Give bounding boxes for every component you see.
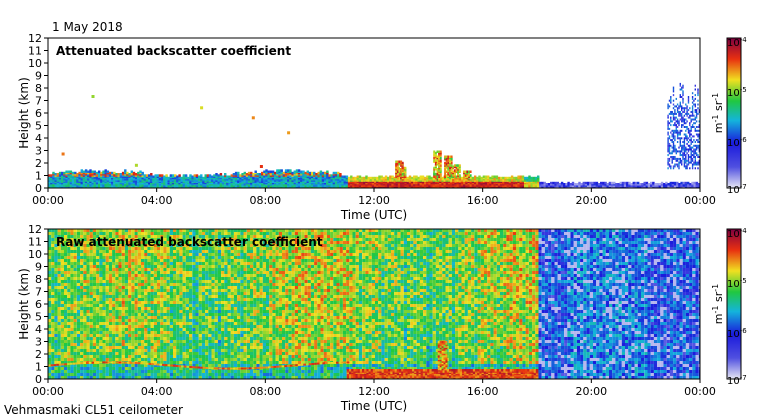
colorbar-tick: 10-5 bbox=[727, 86, 747, 99]
y-tick: 10 bbox=[28, 57, 48, 70]
colorbar: 10-4 10-5 10-6 10-7 m-1 sr-1 bbox=[711, 36, 747, 196]
x-tick: 04:00 bbox=[141, 188, 173, 207]
y-tick: 6 bbox=[35, 298, 48, 311]
y-tick: 7 bbox=[35, 95, 48, 108]
y-tick: 1 bbox=[35, 361, 48, 374]
svg-text:00:00: 00:00 bbox=[684, 194, 716, 207]
plot-area bbox=[48, 38, 700, 188]
svg-text:16:00: 16:00 bbox=[467, 194, 499, 207]
colorbar-gradient bbox=[726, 37, 742, 189]
svg-text:3: 3 bbox=[35, 145, 42, 158]
x-axis: 00:00 04:00 08:00 12:00 16:00 20:00 00:00 bbox=[32, 188, 716, 207]
x-axis-label: Time (UTC) bbox=[340, 399, 407, 413]
svg-text:5: 5 bbox=[35, 120, 42, 133]
x-tick: 00:00 bbox=[32, 379, 64, 398]
svg-text:2: 2 bbox=[35, 157, 42, 170]
colorbar: 10-4 10-5 10-6 10-7 m-1 sr-1 bbox=[711, 227, 747, 387]
y-tick: 1 bbox=[35, 170, 48, 183]
y-tick: 4 bbox=[35, 323, 48, 336]
x-tick: 00:00 bbox=[32, 188, 64, 207]
figure-date: 1 May 2018 bbox=[52, 20, 123, 34]
y-tick: 11 bbox=[28, 236, 48, 249]
y-tick: 5 bbox=[35, 120, 48, 133]
svg-text:4: 4 bbox=[35, 132, 42, 145]
panel-raw-attenuated-backscatter: Raw attenuated backscatter coefficient 0… bbox=[17, 223, 716, 413]
x-tick: 12:00 bbox=[358, 379, 390, 398]
y-axis-label: Height (km) bbox=[17, 77, 31, 148]
colorbar-tick: 10-7 bbox=[727, 183, 747, 196]
y-tick: 9 bbox=[35, 70, 48, 83]
instrument-caption: Vehmasmaki CL51 ceilometer bbox=[4, 403, 183, 417]
svg-text:0: 0 bbox=[35, 182, 42, 195]
y-tick: 12 bbox=[28, 32, 48, 45]
x-tick: 08:00 bbox=[249, 188, 281, 207]
y-tick: 3 bbox=[35, 145, 48, 158]
x-tick: 00:00 bbox=[684, 379, 716, 398]
svg-text:11: 11 bbox=[28, 45, 42, 58]
x-tick: 12:00 bbox=[358, 188, 390, 207]
y-tick: 5 bbox=[35, 311, 48, 324]
svg-text:8: 8 bbox=[35, 82, 42, 95]
x-tick: 08:00 bbox=[249, 379, 281, 398]
y-tick: 3 bbox=[35, 336, 48, 349]
svg-text:1: 1 bbox=[35, 170, 42, 183]
svg-text:12:00: 12:00 bbox=[358, 194, 390, 207]
svg-text:00:00: 00:00 bbox=[32, 194, 64, 207]
heatmap-layer bbox=[48, 82, 700, 188]
colorbar-gradient bbox=[726, 228, 742, 380]
colorbar-tick: 10-6 bbox=[727, 136, 747, 149]
y-tick: 8 bbox=[35, 273, 48, 286]
colorbar-tick: 10-5 bbox=[727, 277, 747, 290]
y-tick: 10 bbox=[28, 248, 48, 261]
svg-text:10: 10 bbox=[28, 57, 42, 70]
svg-text:7: 7 bbox=[35, 95, 42, 108]
y-tick: 8 bbox=[35, 82, 48, 95]
svg-text:9: 9 bbox=[35, 70, 42, 83]
x-axis-label: Time (UTC) bbox=[340, 208, 407, 222]
heatmap-layer bbox=[48, 229, 700, 379]
svg-text:6: 6 bbox=[35, 107, 42, 120]
colorbar-tick: 10-4 bbox=[727, 227, 747, 240]
colorbar-tick: 10-6 bbox=[727, 327, 747, 340]
y-tick: 11 bbox=[28, 45, 48, 58]
x-axis: 00:00 04:00 08:00 12:00 16:00 20:00 00:00 bbox=[32, 379, 716, 398]
colorbar-unit: m-1 sr-1 bbox=[711, 284, 725, 324]
svg-text:20:00: 20:00 bbox=[575, 194, 607, 207]
y-tick: 2 bbox=[35, 348, 48, 361]
panel-title: Attenuated backscatter coefficient bbox=[56, 44, 291, 58]
panel-attenuated-backscatter: Attenuated backscatter coefficient 01234… bbox=[17, 32, 716, 222]
y-tick: 2 bbox=[35, 157, 48, 170]
colorbar-tick: 10-4 bbox=[727, 36, 747, 49]
svg-text:12: 12 bbox=[28, 32, 42, 45]
x-tick: 04:00 bbox=[141, 379, 173, 398]
colorbar-unit: m-1 sr-1 bbox=[711, 93, 725, 133]
y-tick: 6 bbox=[35, 107, 48, 120]
y-tick: 9 bbox=[35, 261, 48, 274]
y-tick: 0 bbox=[35, 182, 48, 195]
y-axis-label: Height (km) bbox=[17, 268, 31, 339]
y-tick: 0 bbox=[35, 373, 48, 386]
y-tick: 7 bbox=[35, 286, 48, 299]
x-tick: 16:00 bbox=[467, 188, 499, 207]
svg-text:08:00: 08:00 bbox=[249, 194, 281, 207]
x-tick: 16:00 bbox=[467, 379, 499, 398]
x-tick: 20:00 bbox=[575, 379, 607, 398]
panel-title: Raw attenuated backscatter coefficient bbox=[56, 235, 323, 249]
y-tick: 12 bbox=[28, 223, 48, 236]
x-tick: 20:00 bbox=[575, 188, 607, 207]
x-tick: 00:00 bbox=[684, 188, 716, 207]
colorbar-tick: 10-7 bbox=[727, 374, 747, 387]
svg-text:04:00: 04:00 bbox=[141, 194, 173, 207]
y-tick: 4 bbox=[35, 132, 48, 145]
